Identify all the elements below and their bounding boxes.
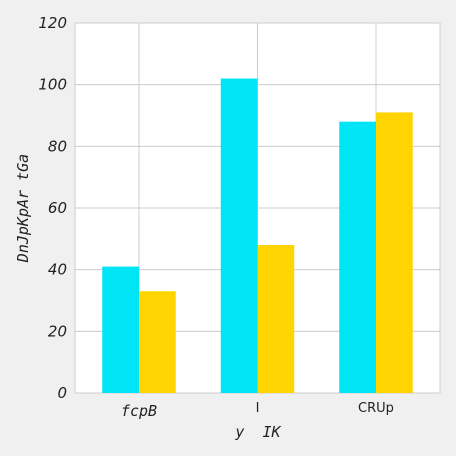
y-tick-label-3: 60 bbox=[48, 199, 67, 217]
x-tick-label-fcpB: fcpB bbox=[121, 402, 157, 420]
x-tick-labels: fcpB I CRUp bbox=[121, 401, 394, 420]
bar-series-1-CRUp bbox=[339, 122, 376, 393]
y-tick-labels: 0 20 40 60 80 100 120 bbox=[38, 14, 67, 402]
y-tick-label-0: 0 bbox=[57, 384, 67, 402]
y-tick-label-1: 20 bbox=[48, 322, 67, 340]
bar-series-2-I bbox=[258, 245, 295, 393]
y-tick-label-4: 80 bbox=[48, 137, 67, 155]
x-axis-label: y IK bbox=[234, 423, 281, 441]
bar-series-1-I bbox=[221, 79, 258, 394]
bar-series-2-CRUp bbox=[376, 112, 413, 393]
y-axis-label: DnJpKpAr tGa bbox=[14, 154, 32, 263]
x-tick-label-I: I bbox=[256, 401, 260, 416]
bar-series-2-fcpB bbox=[139, 291, 176, 393]
bar-series-1-fcpB bbox=[102, 267, 139, 393]
y-tick-label-2: 40 bbox=[48, 261, 67, 279]
x-tick-label-CRUp: CRUp bbox=[358, 401, 394, 416]
y-tick-label-5: 100 bbox=[38, 76, 67, 94]
y-tick-label-6: 120 bbox=[38, 14, 67, 32]
